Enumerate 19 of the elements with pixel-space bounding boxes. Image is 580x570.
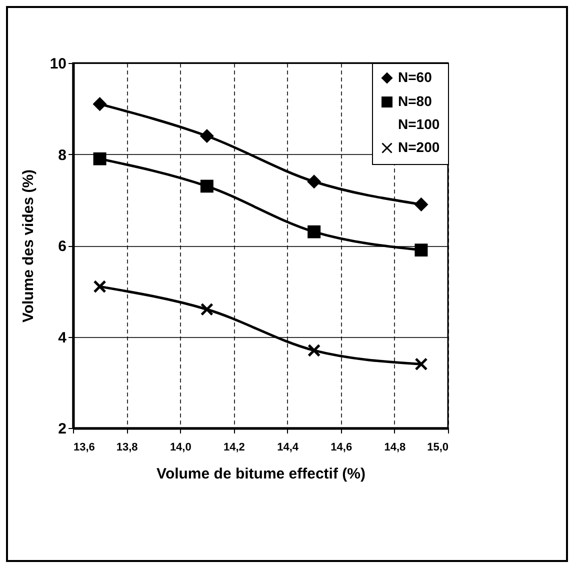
legend-label: N=60 bbox=[398, 69, 432, 85]
x-tick-label: 14,2 bbox=[224, 442, 245, 454]
y-tick-label: 2 bbox=[58, 420, 66, 438]
x-tick-label: 14,6 bbox=[330, 442, 352, 454]
text: N=100 bbox=[398, 116, 440, 132]
y-tick-label: 4 bbox=[58, 329, 68, 346]
x-tick-label: 13,6 bbox=[74, 442, 95, 454]
x-tick-label: 14,0 bbox=[170, 442, 192, 454]
x-tick-label: 14,8 bbox=[384, 442, 406, 454]
x-tick-label: 13,8 bbox=[116, 442, 138, 454]
x-tick-label: 14,4 bbox=[277, 442, 300, 454]
legend-label: N=200 bbox=[398, 139, 440, 155]
x-axis-title: Volume de bitume effectif (%) bbox=[156, 466, 366, 482]
y-tick-label: 10 bbox=[50, 56, 66, 72]
y-tick-label: 6 bbox=[58, 238, 66, 255]
legend-label: N=80 bbox=[398, 93, 432, 109]
y-tick-label: 8 bbox=[58, 146, 66, 164]
y-axis-title: Volume des vides (%) bbox=[20, 169, 37, 323]
x-tick-label: 15,0 bbox=[427, 442, 448, 454]
